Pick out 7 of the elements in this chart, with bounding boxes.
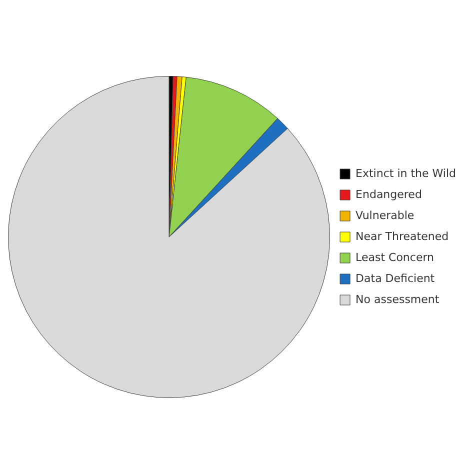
legend-label: Extinct in the Wild	[356, 166, 456, 180]
legend-label: Near Threatened	[356, 230, 449, 243]
legend-label: Endangered	[356, 188, 422, 201]
legend-label: Least Concern	[356, 250, 434, 264]
legend-label: Vulnerable	[356, 208, 414, 222]
legend-label: Data Deficient	[356, 272, 436, 285]
legend-label: No assessment	[356, 292, 440, 306]
